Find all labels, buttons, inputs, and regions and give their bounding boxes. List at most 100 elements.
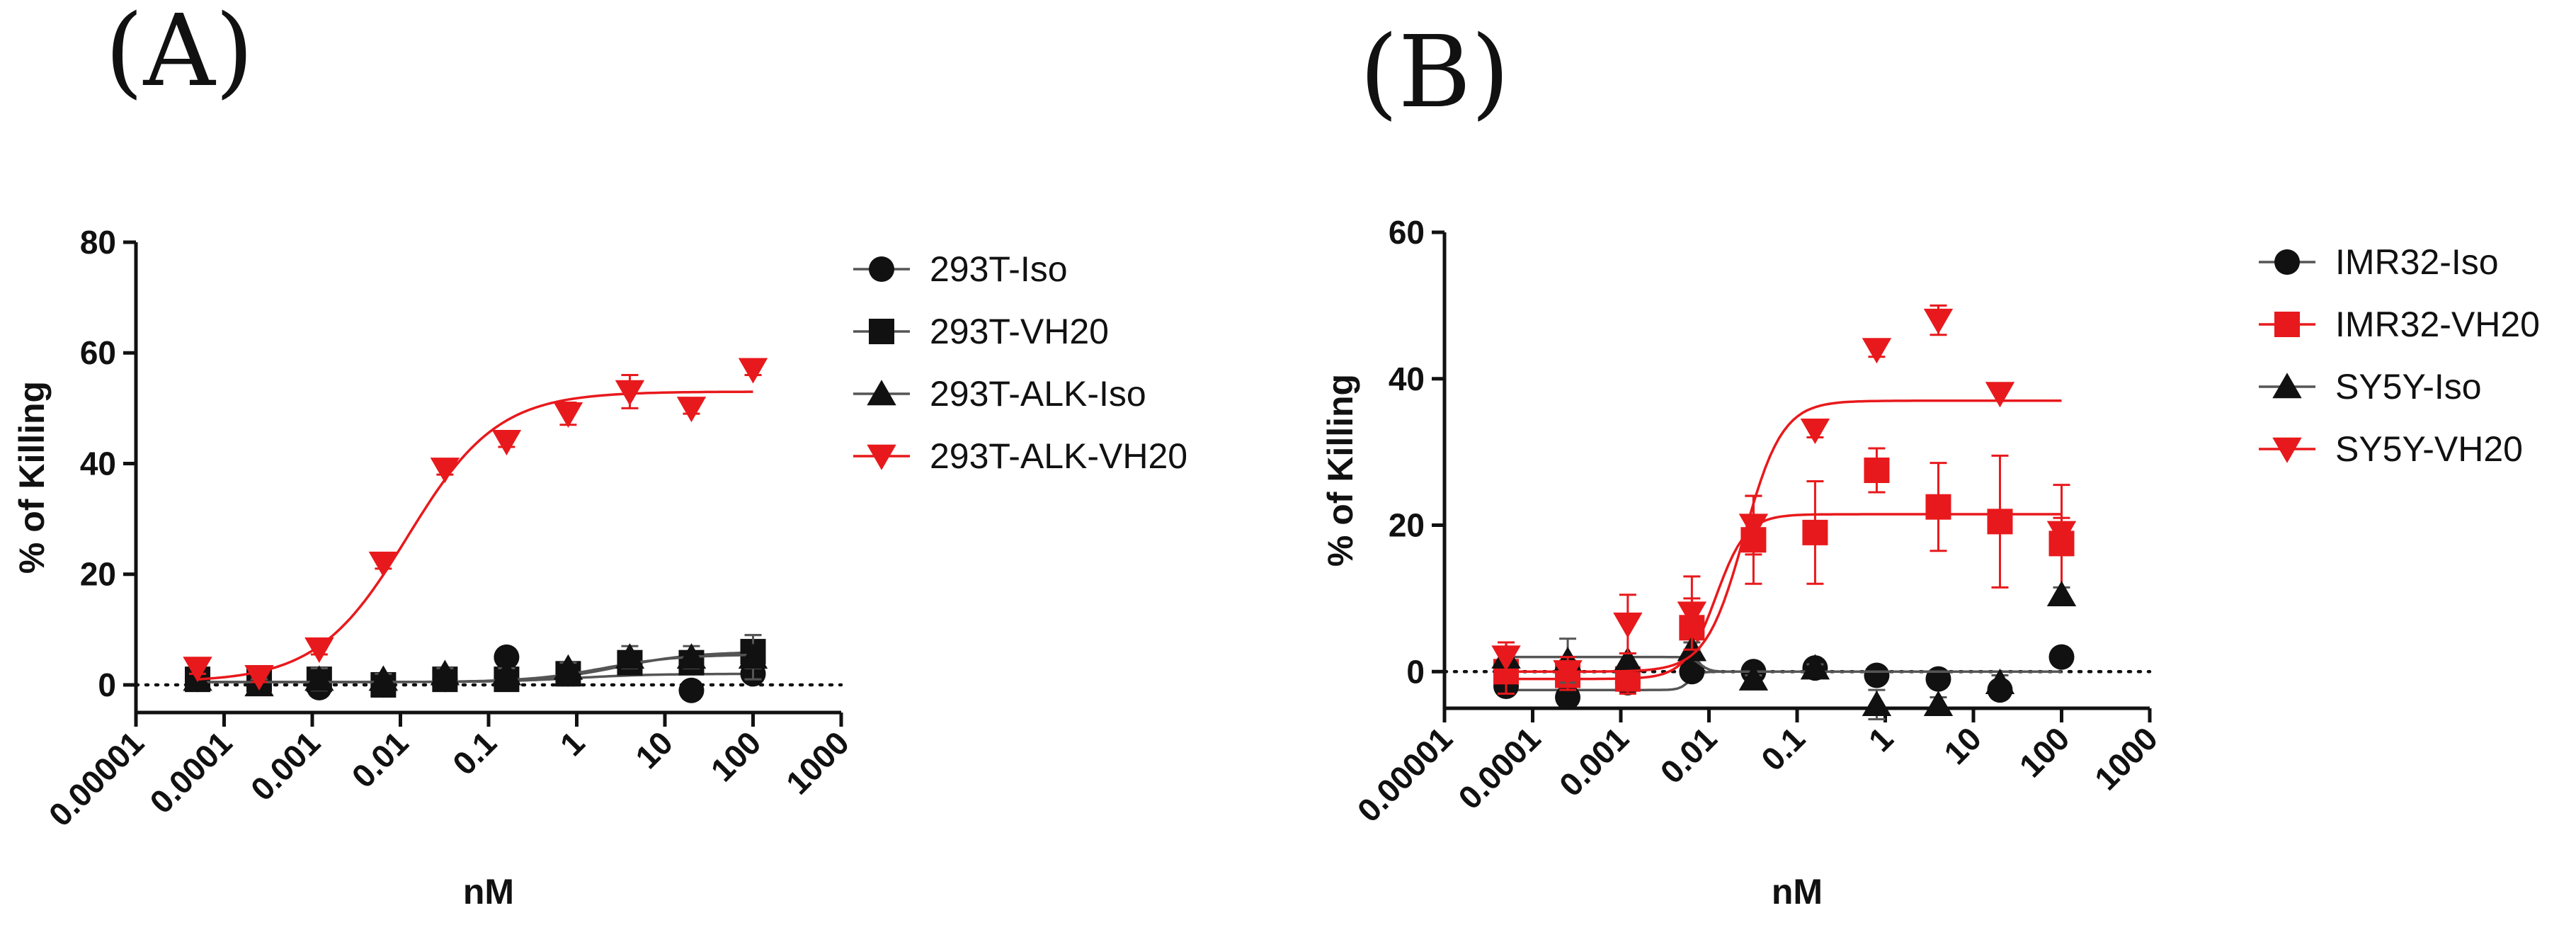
legend-item-sy5y-vh20: SY5Y-VH20	[2259, 429, 2523, 469]
data-point	[615, 643, 645, 669]
data-point	[491, 430, 522, 456]
data-point	[553, 402, 583, 428]
x-tick-label: 10	[1937, 720, 1988, 771]
data-point	[1491, 645, 1521, 671]
fit-curve	[1506, 670, 2062, 691]
data-point	[1985, 382, 2015, 408]
data-point	[368, 665, 399, 691]
x-tick-label: 0.01	[1653, 720, 1723, 790]
legend-label: SY5Y-Iso	[2335, 367, 2482, 407]
data-point	[676, 643, 707, 669]
y-tick-label: 60	[80, 334, 116, 371]
legend-item-293t-alk-vh20: 293T-ALK-VH20	[853, 436, 1187, 476]
data-point	[1985, 669, 2015, 695]
legend-item-imr32-vh20: IMR32-VH20	[2259, 305, 2540, 344]
y-tick-label: 0	[1406, 653, 1425, 690]
y-tick-label: 80	[80, 224, 116, 261]
x-tick-label: 0.1	[445, 724, 503, 782]
x-tick-label: 100	[2012, 720, 2077, 784]
data-point	[304, 665, 334, 691]
fit-curve	[198, 653, 753, 683]
data-point	[1864, 458, 1890, 483]
y-tick-label: 20	[80, 556, 116, 593]
legend-label: 293T-ALK-VH20	[930, 436, 1187, 476]
data-point	[676, 397, 707, 423]
fit-curve	[1506, 655, 2062, 674]
x-tick-label: 0.0001	[142, 724, 239, 820]
data-point	[1677, 601, 1707, 628]
y-tick-label: 20	[1389, 507, 1425, 544]
legend-item-sy5y-iso: SY5Y-Iso	[2259, 367, 2482, 407]
data-point	[1738, 513, 1769, 540]
data-point	[1923, 308, 1954, 334]
x-tick-label: 10	[628, 724, 680, 776]
x-tick-label: 0.1	[1754, 720, 1812, 778]
data-point	[1923, 691, 1954, 717]
data-point	[430, 458, 460, 484]
data-point	[244, 665, 274, 691]
data-point	[2046, 580, 2077, 606]
fit-curve	[198, 651, 753, 683]
series-sy5y-vh20	[1491, 304, 2077, 688]
data-point	[678, 677, 705, 703]
fit-curve	[197, 390, 753, 681]
data-point	[368, 551, 399, 577]
legend-marker	[869, 319, 894, 344]
series-imr32-iso	[1493, 644, 2075, 710]
data-point	[1925, 666, 1951, 692]
x-axis-title: nM	[463, 872, 514, 912]
data-point	[1987, 509, 2013, 535]
legend-marker	[867, 444, 896, 470]
data-point	[1925, 494, 1951, 520]
data-point	[1802, 519, 1828, 545]
legend-marker	[2272, 373, 2302, 399]
y-tick-label: 40	[1389, 361, 1425, 397]
data-point	[1864, 662, 1890, 688]
data-point	[2048, 644, 2075, 670]
data-point	[1800, 654, 1830, 680]
x-tick-label: 0.0001	[1451, 720, 1547, 816]
data-point	[491, 659, 522, 686]
data-point	[1738, 664, 1769, 691]
legend-marker	[869, 256, 894, 282]
y-tick-label: 0	[98, 666, 116, 703]
x-tick-label: 0.001	[244, 724, 327, 807]
data-point	[615, 380, 645, 406]
panel-label: (A)	[105, 0, 253, 109]
data-point	[1553, 660, 1583, 686]
data-point	[738, 358, 768, 384]
fit-curve	[1506, 399, 2062, 674]
legend-marker	[867, 380, 896, 406]
legend-label: 293T-VH20	[930, 312, 1109, 351]
x-tick-label: 0.00001	[42, 724, 151, 833]
data-point	[553, 654, 583, 680]
fit-curve	[1506, 513, 2062, 681]
x-tick-label: 100	[704, 724, 768, 788]
y-tick-label: 40	[80, 445, 116, 482]
data-point	[430, 659, 460, 686]
data-point	[1613, 612, 1643, 638]
legend-label: 293T-Iso	[930, 249, 1068, 289]
legend-label: IMR32-Iso	[2335, 242, 2499, 282]
series-293t-alk-vh20	[183, 358, 768, 691]
data-point	[1862, 691, 1892, 717]
x-tick-label: 0.00001	[1350, 720, 1459, 829]
legend-item-imr32-iso: IMR32-Iso	[2259, 242, 2499, 282]
legend-label: SY5Y-VH20	[2335, 429, 2523, 469]
data-point	[738, 643, 768, 669]
data-point	[1800, 418, 1830, 444]
y-axis-title: % of Killing	[12, 381, 52, 574]
legend-item-293t-alk-iso: 293T-ALK-Iso	[853, 374, 1146, 414]
legend-item-293t-vh20: 293T-VH20	[853, 312, 1109, 351]
x-tick-label: 1000	[779, 724, 856, 801]
data-point	[494, 644, 520, 670]
x-tick-label: 0.01	[344, 724, 415, 795]
x-axis-title: nM	[1772, 872, 1823, 912]
legend-marker	[2272, 437, 2302, 463]
legend-label: 293T-ALK-Iso	[930, 374, 1146, 414]
x-tick-label: 1000	[2087, 720, 2165, 797]
data-point	[183, 657, 212, 683]
